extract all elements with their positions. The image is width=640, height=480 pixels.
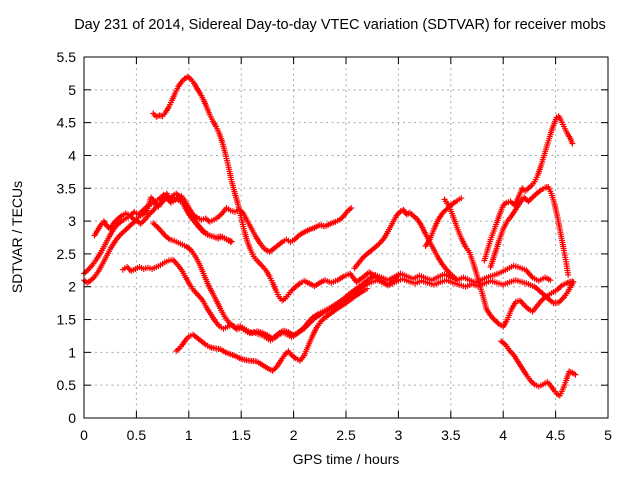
series-markers-trace-9 xyxy=(422,195,465,249)
x-tick-label: 4 xyxy=(499,427,507,443)
y-axis-label: SDTVAR / TECUs xyxy=(9,181,25,293)
x-tick-label: 5 xyxy=(604,427,612,443)
y-tick-label: 3 xyxy=(68,213,76,229)
series-markers-trace-7 xyxy=(173,285,370,374)
chart-title: Day 231 of 2014, Sidereal Day-to-day VTE… xyxy=(74,17,606,33)
x-tick-label: 4.5 xyxy=(546,427,566,443)
x-tick-label: 2 xyxy=(290,427,298,443)
x-tick-label: 2.5 xyxy=(336,427,356,443)
y-tick-label: 1.5 xyxy=(57,312,77,328)
y-tick-label: 5 xyxy=(68,82,76,98)
x-tick-label: 3.5 xyxy=(441,427,461,443)
series-markers-trace-3 xyxy=(91,190,234,246)
data-series xyxy=(81,73,579,399)
series-markers-trace-8 xyxy=(351,206,459,282)
x-tick-label: 0 xyxy=(80,427,88,443)
y-tick-label: 5.5 xyxy=(57,49,77,65)
series-markers-trace-11 xyxy=(481,113,576,264)
series-markers-trace-2 xyxy=(81,194,235,286)
plot-border xyxy=(83,56,609,419)
y-tick-label: 3.5 xyxy=(57,180,77,196)
x-axis-label: GPS time / hours xyxy=(293,451,400,467)
series-markers-trace-13 xyxy=(498,338,579,399)
series-markers-trace-10 xyxy=(441,196,576,330)
axis-ticks xyxy=(83,56,609,419)
y-tick-label: 4 xyxy=(68,147,76,163)
y-tick-label: 1 xyxy=(68,344,76,360)
series-markers-trace-12 xyxy=(487,184,572,278)
x-tick-label: 3 xyxy=(395,427,403,443)
series-markers-trace-6 xyxy=(150,73,402,304)
x-tick-label: 1 xyxy=(185,427,193,443)
y-tick-label: 0.5 xyxy=(57,377,77,393)
y-tick-label: 2.5 xyxy=(57,246,77,262)
y-tick-label: 4.5 xyxy=(57,115,77,131)
x-tick-label: 0.5 xyxy=(127,427,147,443)
x-tick-label: 1.5 xyxy=(231,427,251,443)
y-tick-label: 2 xyxy=(68,279,76,295)
y-tick-label: 0 xyxy=(68,410,76,426)
grid-lines xyxy=(84,57,608,418)
